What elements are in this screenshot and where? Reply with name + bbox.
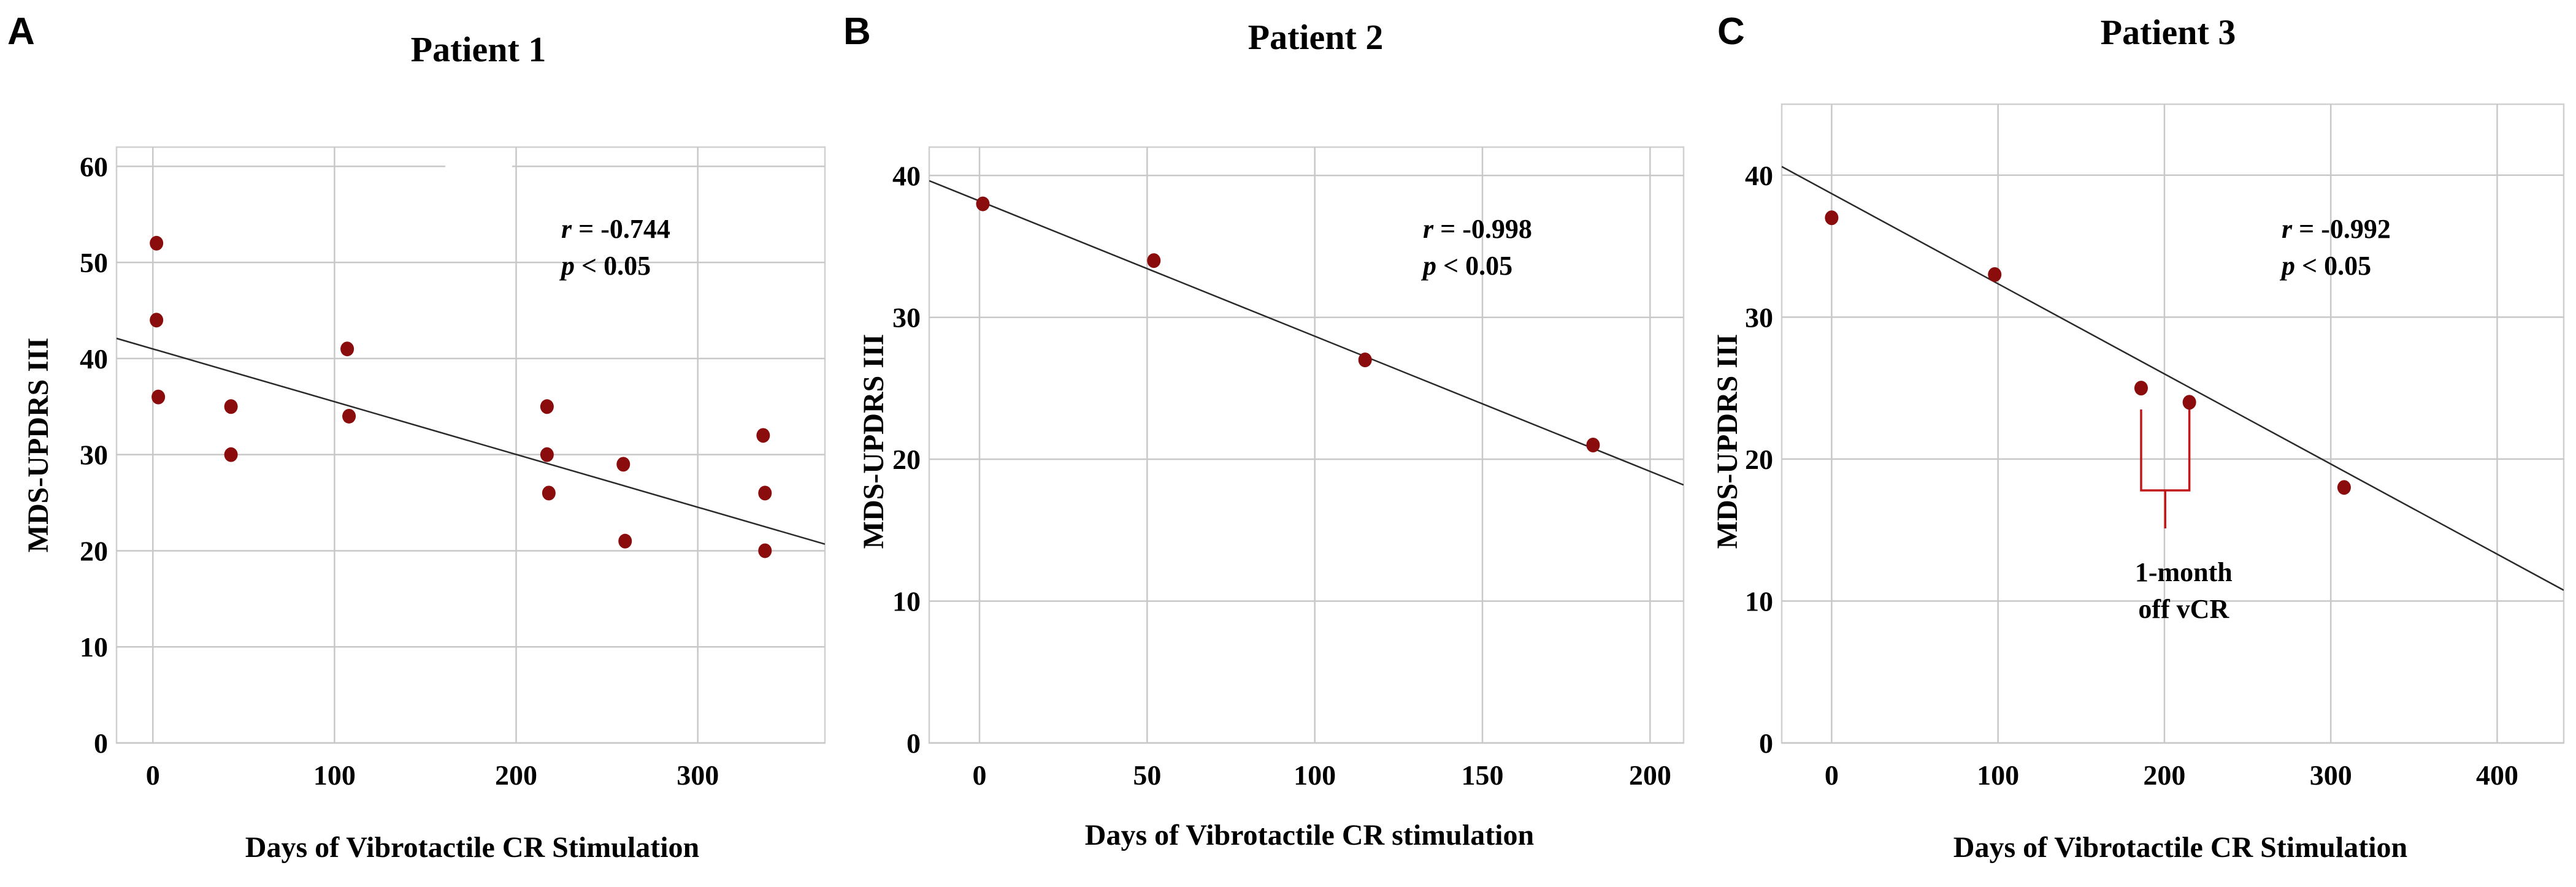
- r-value-label: r = -0.998: [1423, 214, 1532, 244]
- chart-panel-a: 0 10 20 30 40 50 60 0 100 200 300 r = -0.744 p < 0.0…: [7, 10, 826, 864]
- data-point: [2134, 381, 2148, 396]
- panel-letter: A: [7, 10, 35, 53]
- y-tick-label: 30: [1745, 302, 1773, 333]
- plot-frame: [115, 146, 826, 744]
- y-tick-label: 40: [1745, 160, 1773, 191]
- data-point: [1147, 253, 1161, 268]
- x-tick-label: 100: [313, 759, 356, 791]
- data-point: [618, 533, 632, 549]
- data-point: [342, 408, 356, 424]
- data-point: [758, 485, 772, 501]
- chart-panel-b: 0 10 20 30 40 0 50 100 150 200 r = -0.998 p < 0.05 B…: [843, 10, 1685, 851]
- x-tick-label: 0: [973, 759, 987, 791]
- x-tick-label: 200: [1629, 759, 1671, 791]
- x-tick-label: 300: [677, 759, 719, 791]
- regression-line: [117, 337, 825, 545]
- data-point: [540, 399, 554, 414]
- p-value-label: p < 0.05: [2279, 251, 2371, 281]
- y-axis-label: MDS-UPDRS III: [857, 334, 890, 549]
- data-point: [1988, 267, 2002, 282]
- data-point: [2337, 480, 2351, 495]
- x-tick-label: 100: [1294, 759, 1336, 791]
- y-tick-label: 40: [892, 160, 921, 191]
- data-point: [540, 447, 554, 462]
- x-axis-label: Days of Vibrotactile CR Stimulation: [1953, 831, 2407, 864]
- p-value-label: p < 0.05: [1420, 251, 1512, 281]
- plot-frame: [928, 146, 1685, 744]
- y-tick-label: 60: [80, 151, 108, 182]
- y-axis-label: MDS-UPDRS III: [1711, 334, 1744, 549]
- annotation-bracket: [2140, 409, 2191, 528]
- y-tick-label: 10: [892, 586, 921, 617]
- annotation-label: off vCR: [2138, 594, 2229, 624]
- annotation-label: 1-month: [2135, 557, 2233, 587]
- plot-frame: [1781, 103, 2565, 744]
- data-point: [150, 313, 164, 328]
- data-point: [976, 196, 990, 211]
- panel-letter: B: [843, 10, 871, 53]
- panel-letter: C: [1717, 10, 1745, 53]
- y-tick-label: 0: [1759, 728, 1773, 759]
- y-tick-label: 20: [892, 444, 921, 475]
- data-point: [340, 341, 355, 357]
- x-axis-label: Days of Vibrotactile CR Stimulation: [245, 831, 699, 864]
- data-point: [542, 485, 556, 501]
- x-tick-label: 400: [2476, 759, 2518, 791]
- data-point: [224, 447, 238, 462]
- x-tick-label: 100: [1977, 759, 2019, 791]
- data-point: [1825, 210, 1839, 226]
- x-tick-label: 50: [1133, 759, 1161, 791]
- y-tick-label: 40: [80, 343, 108, 375]
- x-tick-label: 0: [1825, 759, 1839, 791]
- data-point: [1358, 352, 1372, 368]
- y-tick-label: 20: [80, 535, 108, 566]
- x-tick-label: 300: [2310, 759, 2352, 791]
- regression-line: [929, 180, 1684, 486]
- data-point: [616, 457, 631, 472]
- y-tick-label: 50: [80, 247, 108, 278]
- chart-title: Patient 3: [2101, 12, 2236, 52]
- y-tick-label: 30: [80, 440, 108, 471]
- r-value-label: r = -0.744: [561, 214, 670, 244]
- data-point: [756, 428, 770, 443]
- y-axis-label: MDS-UPDRS III: [22, 338, 55, 553]
- data-point: [151, 389, 166, 405]
- y-tick-label: 0: [907, 728, 921, 759]
- data-point: [2182, 395, 2196, 410]
- x-axis-label: Days of Vibrotactile CR stimulation: [1085, 819, 1534, 851]
- x-tick-label: 200: [495, 759, 537, 791]
- y-tick-label: 30: [892, 302, 921, 333]
- y-tick-label: 0: [94, 728, 108, 759]
- data-point: [1586, 438, 1600, 452]
- data-point: [224, 399, 238, 414]
- x-tick-label: 150: [1462, 759, 1504, 791]
- x-tick-label: 0: [146, 759, 160, 791]
- chart-title: Patient 1: [411, 29, 546, 69]
- regression-line: [1782, 166, 2564, 591]
- data-point: [758, 543, 772, 558]
- x-tick-label: 200: [2143, 759, 2185, 791]
- p-value-label: p < 0.05: [559, 251, 651, 281]
- chart-title: Patient 2: [1248, 17, 1384, 57]
- r-value-label: r = -0.992: [2282, 214, 2391, 244]
- y-tick-label: 20: [1745, 444, 1773, 475]
- y-tick-label: 10: [1745, 585, 1773, 617]
- data-point: [150, 235, 164, 251]
- y-tick-label: 10: [80, 631, 108, 663]
